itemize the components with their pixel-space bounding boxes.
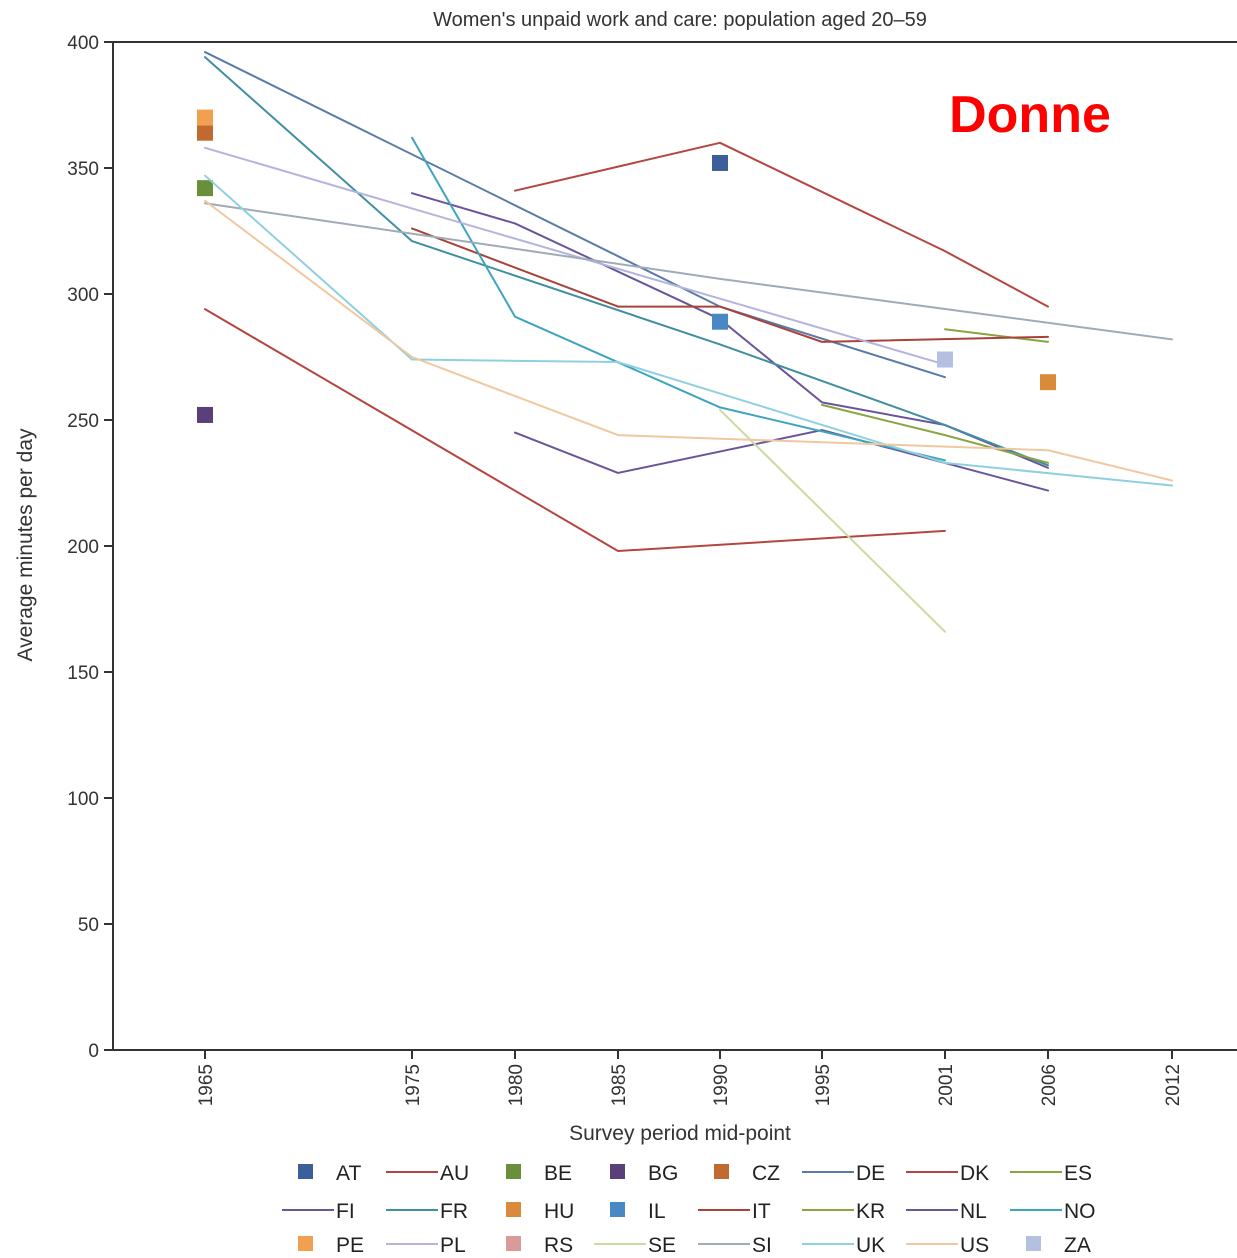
legend-label-uk: UK <box>856 1234 885 1257</box>
legend-label-pl: PL <box>440 1234 466 1257</box>
legend-label-nl: NL <box>960 1200 987 1223</box>
legend-label-es: ES <box>1064 1162 1092 1185</box>
x-axis-title: Survey period mid-point <box>569 1122 791 1145</box>
legend-swatch-cz <box>714 1164 729 1179</box>
series-layer <box>197 51 1173 633</box>
x-tick-label: 1965 <box>196 1064 217 1106</box>
x-tick-label: 1990 <box>711 1064 732 1106</box>
x-tick-label: 1995 <box>813 1064 834 1106</box>
series-line-fr <box>204 56 1049 467</box>
series-marker-za <box>937 351 953 368</box>
legend-label-kr: KR <box>856 1200 885 1223</box>
legend-label-fr: FR <box>440 1200 468 1223</box>
legend-label-cz: CZ <box>752 1162 780 1185</box>
legend-label-il: IL <box>648 1200 666 1223</box>
series-line-pl <box>204 146 946 366</box>
series-marker-il <box>712 313 728 330</box>
chart-title: Women's unpaid work and care: population… <box>433 9 927 31</box>
y-tick-label: 250 <box>67 411 99 432</box>
legend-swatch-pe <box>298 1236 313 1251</box>
legend-label-de: DE <box>856 1162 885 1185</box>
series-line-es <box>944 328 1049 343</box>
legend-label-za: ZA <box>1064 1234 1091 1257</box>
y-tick-label: 50 <box>78 915 99 936</box>
x-tick-label: 1980 <box>506 1064 527 1106</box>
y-tick-label: 150 <box>67 663 99 684</box>
legend-label-bg: BG <box>648 1162 678 1185</box>
legend-label-be: BE <box>544 1162 572 1185</box>
x-tick-label: 1975 <box>403 1064 424 1106</box>
x-tick-label: 1985 <box>609 1064 630 1106</box>
annotation-label: Donne <box>949 86 1111 144</box>
x-tick-label: 2012 <box>1163 1064 1184 1106</box>
legend-label-dk: DK <box>960 1162 989 1185</box>
x-tick-label: 2001 <box>936 1064 957 1106</box>
legend-label-au: AU <box>440 1162 469 1185</box>
series-marker-at <box>712 154 728 171</box>
series-marker-pe <box>197 109 213 126</box>
legend-label-fi: FI <box>336 1200 355 1223</box>
series-line-de <box>204 51 946 379</box>
y-tick-label: 300 <box>67 285 99 306</box>
y-axis-title: Average minutes per day <box>14 428 37 662</box>
legend-swatch-rs <box>506 1236 521 1251</box>
series-line-au <box>204 308 946 553</box>
series-line-kr <box>821 403 1049 464</box>
y-tick-label: 400 <box>67 33 99 54</box>
legend-label-rs: RS <box>544 1234 573 1257</box>
legend-swatch-za <box>1026 1236 1041 1251</box>
legend-label-at: AT <box>336 1162 361 1185</box>
legend-swatch-at <box>298 1164 313 1179</box>
series-marker-hu <box>1040 374 1056 391</box>
y-tick-label: 200 <box>67 537 99 558</box>
legend-label-pe: PE <box>336 1234 364 1257</box>
legend: AT AU BE BG CZ DE DK ES FI FR HU IL IT KR NL NO PE PL RS SE… <box>282 1162 1096 1257</box>
y-tick-label: 100 <box>67 789 99 810</box>
series-line-dk <box>514 141 1049 308</box>
series-line-se <box>719 408 946 633</box>
series-line-nl <box>514 429 1049 492</box>
legend-label-si: SI <box>752 1234 772 1257</box>
legend-label-it: IT <box>752 1200 771 1223</box>
series-marker-bg <box>197 406 213 423</box>
series-line-uk <box>204 174 1173 487</box>
legend-swatch-be <box>506 1164 521 1179</box>
legend-label-us: US <box>960 1234 989 1257</box>
series-line-us <box>204 199 1173 482</box>
series-marker-cz <box>197 124 213 141</box>
legend-label-no: NO <box>1064 1200 1096 1223</box>
y-tick-label: 350 <box>67 159 99 180</box>
legend-swatch-hu <box>506 1202 521 1217</box>
legend-label-hu: HU <box>544 1200 574 1223</box>
axes: 0 50 100 150 200 250 300 350 400 1965 1975 1980 1985… <box>67 33 1237 1106</box>
series-line-si <box>204 202 1173 341</box>
legend-label-se: SE <box>648 1234 676 1257</box>
legend-swatch-bg <box>610 1164 625 1179</box>
series-marker-be <box>197 180 213 197</box>
y-tick-label: 0 <box>88 1041 99 1062</box>
x-tick-label: 2006 <box>1039 1064 1060 1106</box>
series-line-it <box>411 227 1049 343</box>
legend-swatch-il <box>610 1202 625 1217</box>
